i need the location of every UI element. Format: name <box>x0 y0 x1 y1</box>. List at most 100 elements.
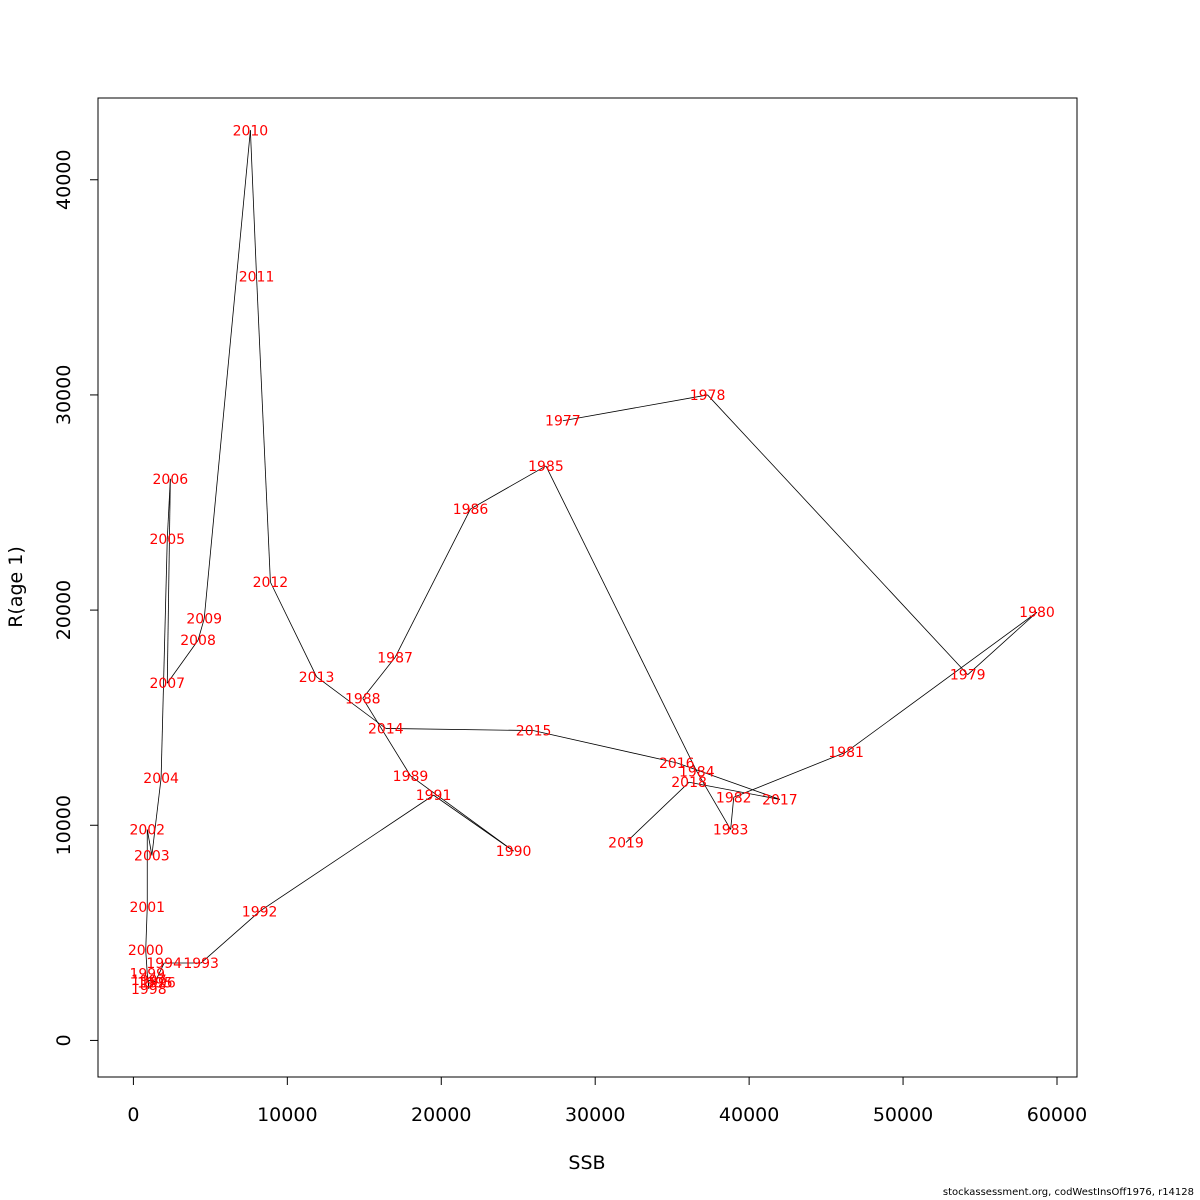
trajectory-segment <box>676 762 781 800</box>
x-tick-label: 30000 <box>565 1104 625 1126</box>
year-label-2001: 2001 <box>129 900 165 916</box>
y-tick-label: 20000 <box>53 580 75 640</box>
x-tick-label: 10000 <box>257 1104 317 1126</box>
year-label-2012: 2012 <box>253 575 289 591</box>
year-label-2002: 2002 <box>129 823 165 839</box>
year-label-2010: 2010 <box>233 123 269 139</box>
year-label-2007: 2007 <box>149 676 185 692</box>
trajectory-segment <box>146 973 150 989</box>
trajectory-segment <box>689 781 780 800</box>
year-label-1992: 1992 <box>242 904 278 920</box>
year-label-1982: 1982 <box>716 790 752 806</box>
trajectory-segment <box>696 771 732 830</box>
trajectory-segment <box>148 979 159 983</box>
year-label-1988: 1988 <box>345 691 381 707</box>
trajectory-segment <box>394 508 471 658</box>
year-label-1990: 1990 <box>496 844 532 860</box>
trajectory-segment <box>385 728 534 731</box>
trajectory-segment <box>145 950 148 974</box>
year-label-1983: 1983 <box>713 823 749 839</box>
trajectory-segment <box>259 794 434 912</box>
y-tick-label: 0 <box>53 1034 75 1046</box>
trajectory-segment <box>410 775 514 852</box>
year-label-2015: 2015 <box>516 724 552 740</box>
year-label-2000: 2000 <box>128 943 164 959</box>
trajectory-segment <box>545 465 698 772</box>
year-label-1996: 1996 <box>140 975 176 991</box>
year-label-2018: 2018 <box>671 775 707 791</box>
x-axis-title: SSB <box>568 1152 605 1174</box>
trajectory-segment <box>730 797 735 830</box>
year-label-2011: 2011 <box>239 270 275 286</box>
trajectory-segment <box>845 611 1038 753</box>
year-label-1998: 1998 <box>131 982 167 998</box>
plot-frame <box>97 97 1078 1078</box>
trajectory-segment <box>625 781 690 843</box>
x-tick-label: 20000 <box>411 1104 471 1126</box>
trajectory-segment <box>562 394 708 422</box>
trajectory-segment <box>200 911 260 964</box>
x-tick-label: 0 <box>127 1104 139 1126</box>
year-label-1986: 1986 <box>453 502 489 518</box>
trajectory-segment <box>256 276 271 583</box>
trajectory-segment <box>160 539 168 778</box>
year-label-1985: 1985 <box>528 459 564 475</box>
trajectory-segment <box>151 777 162 856</box>
trajectory-segment <box>166 478 171 684</box>
y-tick-label: 10000 <box>53 795 75 855</box>
year-label-1984: 1984 <box>679 764 715 780</box>
trajectory-segment <box>433 794 514 852</box>
year-label-1987: 1987 <box>377 650 413 666</box>
year-label-2005: 2005 <box>149 532 185 548</box>
point-labels: 1977 1978 1979 1980 1981 1982 1983 1984 1985 1986… <box>128 123 1055 998</box>
year-label-1993: 1993 <box>183 956 219 972</box>
year-label-1978: 1978 <box>690 388 726 404</box>
year-label-1981: 1981 <box>828 745 864 761</box>
trajectory-segment <box>154 962 165 983</box>
y-axis-title: R(age 1) <box>5 546 27 628</box>
year-label-2019: 2019 <box>608 835 644 851</box>
trajectory-segment <box>203 130 251 619</box>
y-tick-label: 40000 <box>53 150 75 210</box>
year-label-2014: 2014 <box>368 721 404 737</box>
trajectory-segment <box>146 829 153 856</box>
year-label-1989: 1989 <box>393 769 429 785</box>
trajectory-segment <box>166 639 199 684</box>
trajectory-segment <box>362 657 396 699</box>
year-label-1997: 1997 <box>131 973 167 989</box>
x-tick-label: 40000 <box>719 1104 779 1126</box>
year-label-2008: 2008 <box>180 633 216 649</box>
y-axis: 0 10000 20000 30000 40000 <box>53 150 99 1046</box>
year-label-2009: 2009 <box>186 612 222 628</box>
year-label-1999: 1999 <box>129 967 165 983</box>
year-label-2006: 2006 <box>153 472 189 488</box>
trajectory-segment <box>145 907 148 951</box>
year-label-2004: 2004 <box>143 771 179 787</box>
year-label-2016: 2016 <box>659 756 695 772</box>
trajectory-series <box>145 130 1038 989</box>
trajectory-segment <box>197 618 205 641</box>
footer-credit: stockassessment.org, codWestInsOff1976, … <box>942 1187 1194 1198</box>
trajectory-segment <box>470 465 547 510</box>
x-axis: 0 10000 20000 30000 40000 50000 60000 <box>127 1076 1087 1126</box>
year-label-2013: 2013 <box>299 670 335 686</box>
trajectory-segment <box>249 130 257 277</box>
trajectory-segment <box>270 581 317 677</box>
year-label-1991: 1991 <box>416 788 452 804</box>
year-label-2003: 2003 <box>134 848 170 864</box>
x-tick-label: 60000 <box>1027 1104 1087 1126</box>
year-label-1980: 1980 <box>1019 605 1055 621</box>
x-tick-label: 50000 <box>873 1104 933 1126</box>
y-tick-label: 30000 <box>53 365 75 425</box>
trajectory-segment <box>967 611 1038 675</box>
trajectory-segment <box>362 698 411 776</box>
year-label-1979: 1979 <box>950 668 986 684</box>
year-label-1994: 1994 <box>146 956 182 972</box>
year-label-1977: 1977 <box>545 414 581 430</box>
trajectory-segment <box>707 394 969 675</box>
trajectory-segment <box>316 676 387 729</box>
year-label-1995: 1995 <box>137 975 173 991</box>
year-label-2017: 2017 <box>762 792 798 808</box>
trajectory-segment <box>533 730 677 764</box>
